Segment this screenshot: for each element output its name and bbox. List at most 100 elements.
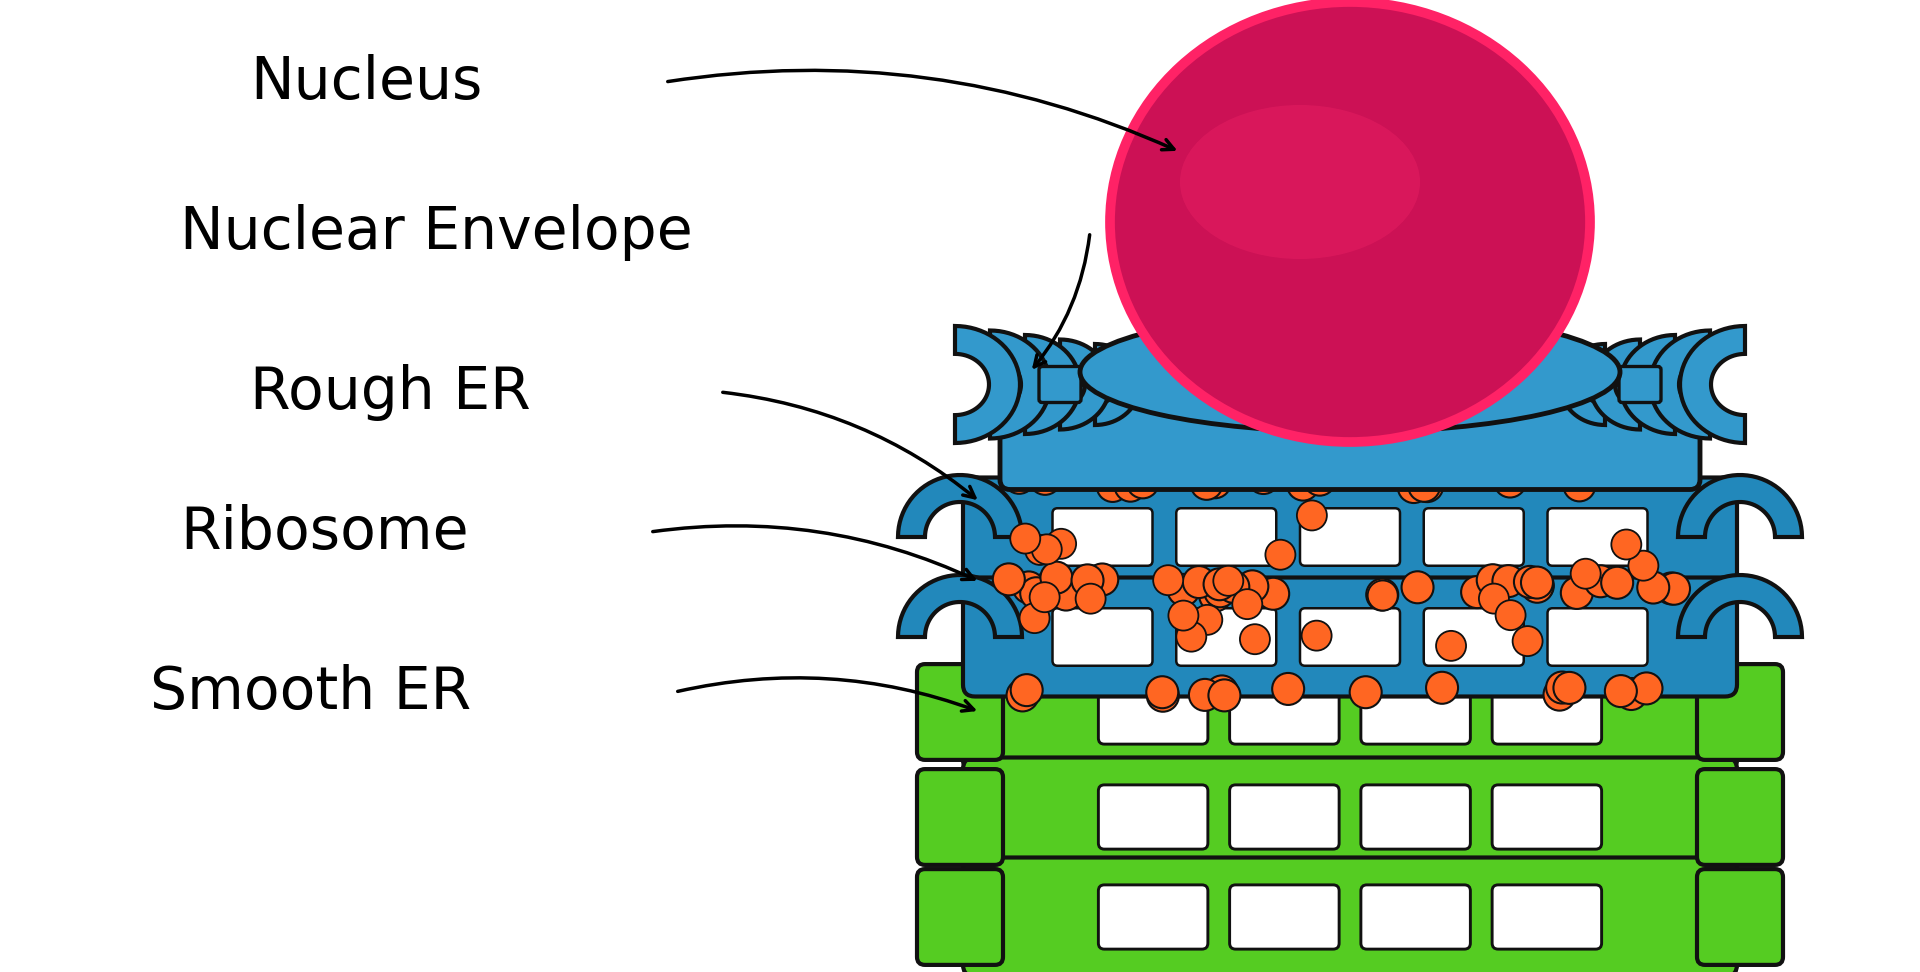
Circle shape bbox=[1046, 529, 1075, 559]
Circle shape bbox=[1655, 573, 1688, 605]
Circle shape bbox=[1521, 571, 1553, 603]
Circle shape bbox=[1177, 622, 1206, 651]
Circle shape bbox=[1611, 530, 1642, 560]
Circle shape bbox=[1515, 566, 1546, 598]
Polygon shape bbox=[1649, 330, 1711, 438]
Circle shape bbox=[1025, 535, 1056, 565]
FancyBboxPatch shape bbox=[964, 477, 1738, 597]
Circle shape bbox=[1350, 677, 1382, 709]
FancyBboxPatch shape bbox=[1052, 608, 1152, 666]
FancyBboxPatch shape bbox=[1697, 869, 1784, 965]
Circle shape bbox=[1029, 582, 1060, 612]
Circle shape bbox=[1073, 575, 1106, 608]
Circle shape bbox=[1154, 565, 1183, 595]
Circle shape bbox=[1553, 672, 1586, 704]
Circle shape bbox=[1006, 679, 1039, 712]
Circle shape bbox=[1304, 464, 1336, 496]
FancyBboxPatch shape bbox=[1039, 366, 1081, 402]
Circle shape bbox=[1096, 469, 1129, 502]
Circle shape bbox=[1217, 571, 1250, 603]
FancyBboxPatch shape bbox=[1288, 366, 1329, 402]
Polygon shape bbox=[1678, 475, 1803, 537]
Circle shape bbox=[1265, 539, 1296, 570]
Polygon shape bbox=[1620, 335, 1674, 434]
Circle shape bbox=[1494, 466, 1526, 498]
Circle shape bbox=[1523, 570, 1553, 602]
Polygon shape bbox=[1590, 339, 1640, 430]
Text: Nuclear Envelope: Nuclear Envelope bbox=[180, 203, 693, 260]
FancyBboxPatch shape bbox=[964, 857, 1738, 972]
Circle shape bbox=[1236, 571, 1269, 603]
FancyBboxPatch shape bbox=[1425, 508, 1524, 566]
Circle shape bbox=[1411, 470, 1444, 503]
Ellipse shape bbox=[1079, 312, 1620, 432]
Circle shape bbox=[1258, 577, 1288, 609]
Polygon shape bbox=[1678, 575, 1803, 637]
Circle shape bbox=[1004, 462, 1035, 494]
FancyBboxPatch shape bbox=[1229, 679, 1338, 745]
FancyBboxPatch shape bbox=[1300, 508, 1400, 566]
Polygon shape bbox=[1025, 335, 1079, 434]
Text: Smooth ER: Smooth ER bbox=[150, 664, 470, 720]
Circle shape bbox=[1020, 604, 1050, 633]
Circle shape bbox=[1012, 572, 1044, 604]
Circle shape bbox=[1398, 471, 1430, 503]
Circle shape bbox=[1402, 572, 1434, 604]
Circle shape bbox=[1367, 580, 1398, 610]
Circle shape bbox=[1190, 468, 1223, 500]
Circle shape bbox=[1584, 566, 1617, 597]
Polygon shape bbox=[1112, 759, 1148, 770]
Polygon shape bbox=[1551, 864, 1588, 870]
Circle shape bbox=[1183, 566, 1215, 598]
Circle shape bbox=[1659, 573, 1690, 605]
FancyBboxPatch shape bbox=[1548, 508, 1647, 566]
Circle shape bbox=[1561, 577, 1594, 608]
FancyBboxPatch shape bbox=[918, 769, 1002, 865]
FancyBboxPatch shape bbox=[1177, 508, 1277, 566]
Circle shape bbox=[1436, 631, 1467, 661]
FancyBboxPatch shape bbox=[1229, 784, 1338, 850]
Ellipse shape bbox=[1181, 105, 1421, 259]
Circle shape bbox=[1492, 565, 1524, 597]
FancyBboxPatch shape bbox=[918, 869, 1002, 965]
Circle shape bbox=[1273, 673, 1304, 705]
FancyBboxPatch shape bbox=[964, 577, 1738, 697]
FancyBboxPatch shape bbox=[1697, 769, 1784, 865]
Text: Ribosome: Ribosome bbox=[180, 503, 468, 561]
Polygon shape bbox=[1561, 344, 1605, 425]
Circle shape bbox=[1286, 469, 1319, 501]
FancyBboxPatch shape bbox=[1300, 608, 1400, 666]
FancyBboxPatch shape bbox=[1361, 784, 1471, 850]
FancyBboxPatch shape bbox=[964, 652, 1738, 772]
Circle shape bbox=[1605, 676, 1638, 707]
FancyBboxPatch shape bbox=[1425, 608, 1524, 666]
FancyBboxPatch shape bbox=[1492, 784, 1601, 850]
Circle shape bbox=[1213, 566, 1244, 596]
Circle shape bbox=[1146, 679, 1179, 712]
Polygon shape bbox=[1112, 864, 1148, 870]
FancyBboxPatch shape bbox=[1121, 366, 1164, 402]
Circle shape bbox=[1427, 672, 1457, 704]
Circle shape bbox=[1188, 678, 1221, 711]
Polygon shape bbox=[1060, 339, 1110, 430]
FancyBboxPatch shape bbox=[1453, 366, 1496, 402]
Circle shape bbox=[1461, 576, 1494, 608]
Circle shape bbox=[1010, 524, 1041, 554]
Circle shape bbox=[1496, 600, 1526, 630]
Circle shape bbox=[1033, 571, 1066, 603]
Circle shape bbox=[1167, 573, 1200, 606]
Circle shape bbox=[1563, 469, 1596, 502]
Ellipse shape bbox=[1110, 2, 1590, 442]
Circle shape bbox=[1114, 469, 1146, 502]
Circle shape bbox=[1087, 564, 1117, 596]
Polygon shape bbox=[954, 326, 1020, 443]
Circle shape bbox=[1513, 626, 1542, 656]
Circle shape bbox=[1127, 467, 1160, 499]
FancyBboxPatch shape bbox=[1000, 385, 1699, 490]
Circle shape bbox=[1198, 467, 1231, 499]
FancyBboxPatch shape bbox=[1361, 885, 1471, 949]
Circle shape bbox=[1628, 551, 1659, 580]
Circle shape bbox=[1571, 559, 1601, 589]
Ellipse shape bbox=[1110, 2, 1590, 442]
FancyBboxPatch shape bbox=[1177, 608, 1277, 666]
